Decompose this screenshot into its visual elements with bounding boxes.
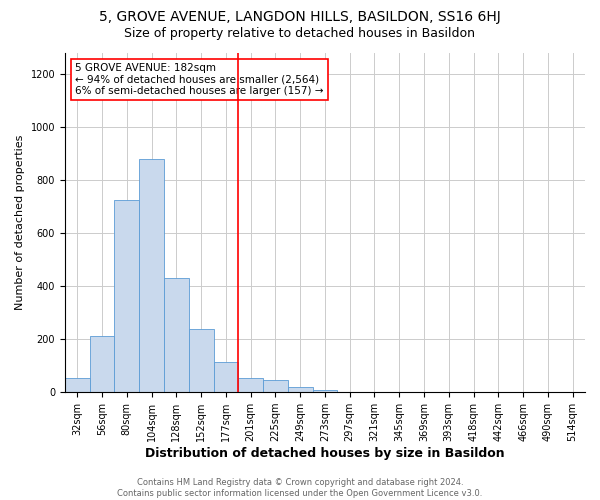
Bar xyxy=(139,158,164,392)
Text: Size of property relative to detached houses in Basildon: Size of property relative to detached ho… xyxy=(125,28,476,40)
Bar xyxy=(89,336,115,392)
Bar xyxy=(238,378,263,392)
Bar xyxy=(214,362,238,392)
X-axis label: Distribution of detached houses by size in Basildon: Distribution of detached houses by size … xyxy=(145,447,505,460)
Text: 5 GROVE AVENUE: 182sqm
← 94% of detached houses are smaller (2,564)
6% of semi-d: 5 GROVE AVENUE: 182sqm ← 94% of detached… xyxy=(76,62,324,96)
Bar xyxy=(189,328,214,392)
Text: Contains HM Land Registry data © Crown copyright and database right 2024.
Contai: Contains HM Land Registry data © Crown c… xyxy=(118,478,482,498)
Y-axis label: Number of detached properties: Number of detached properties xyxy=(15,134,25,310)
Bar xyxy=(313,390,337,392)
Bar xyxy=(164,278,189,392)
Bar xyxy=(288,387,313,392)
Text: 5, GROVE AVENUE, LANGDON HILLS, BASILDON, SS16 6HJ: 5, GROVE AVENUE, LANGDON HILLS, BASILDON… xyxy=(99,10,501,24)
Bar xyxy=(263,380,288,392)
Bar xyxy=(65,378,89,392)
Bar xyxy=(115,200,139,392)
